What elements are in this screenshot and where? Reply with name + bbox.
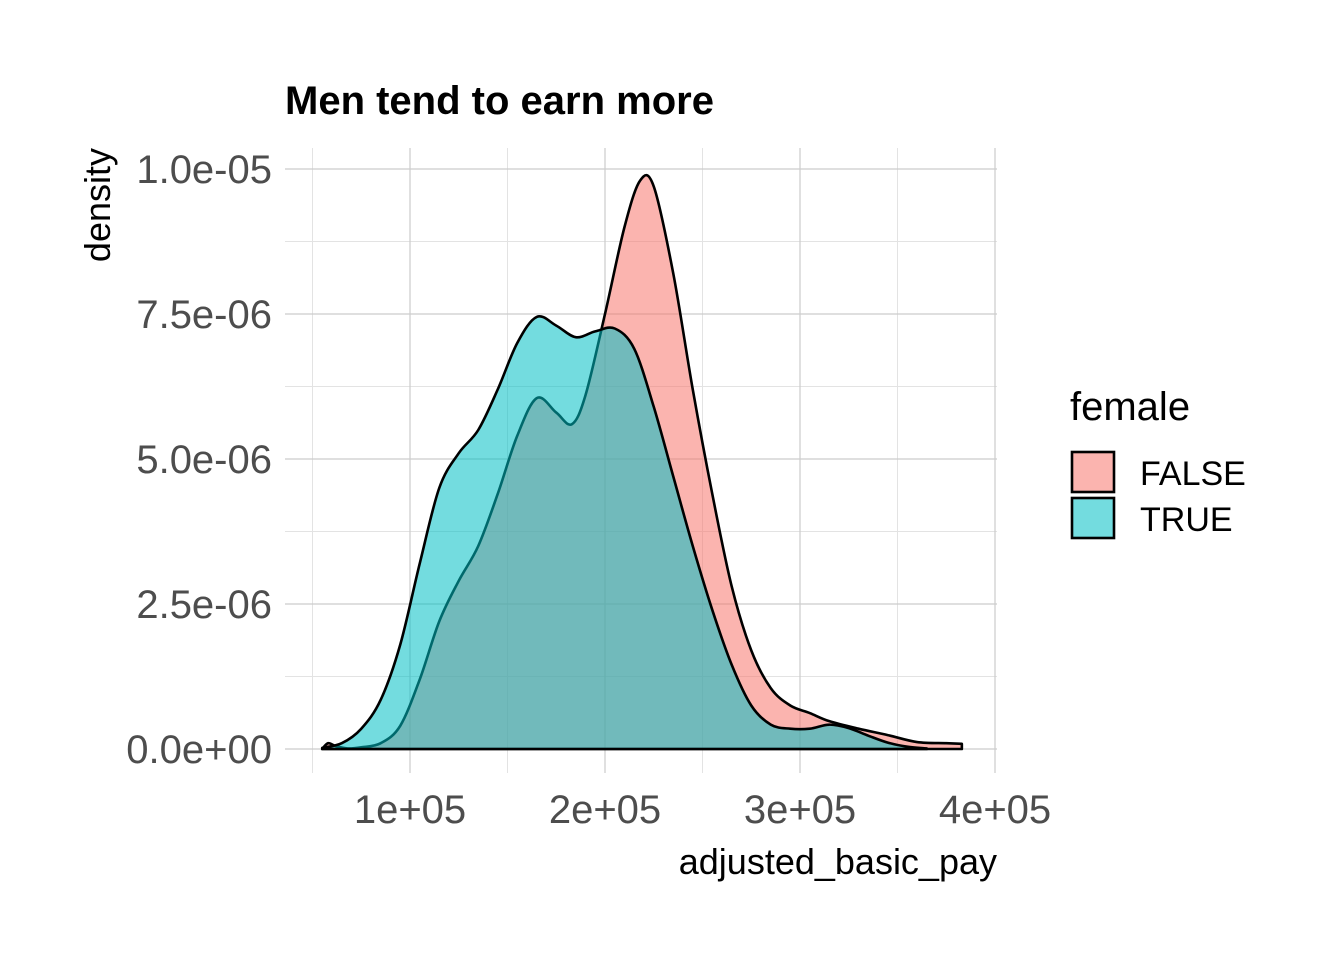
y-tick-label: 5.0e-06: [136, 438, 272, 482]
legend-key-false: [1070, 450, 1116, 494]
x-tick-label: 4e+05: [939, 788, 1051, 832]
y-tick-label: 0.0e+00: [126, 728, 272, 772]
x-tick-label: 3e+05: [744, 788, 856, 832]
y-axis-title: density: [77, 148, 118, 262]
y-tick-label: 2.5e-06: [136, 583, 272, 627]
y-tick-label: 1.0e-05: [136, 148, 272, 192]
y-tick-label: 7.5e-06: [136, 293, 272, 337]
density-areas: [320, 173, 964, 751]
x-axis-ticks: 1e+05 2e+05 3e+05 4e+05: [354, 788, 1051, 832]
legend-label-false: FALSE: [1140, 455, 1246, 493]
x-axis-title: adjusted_basic_pay: [679, 841, 997, 882]
x-tick-label: 1e+05: [354, 788, 466, 832]
density-area-true: [320, 315, 929, 751]
legend: female FALSE TRUE: [1070, 385, 1246, 540]
legend-title: female: [1070, 385, 1190, 429]
legend-label-true: TRUE: [1140, 501, 1233, 539]
x-tick-label: 2e+05: [549, 788, 661, 832]
y-axis-ticks: 0.0e+00 2.5e-06 5.0e-06 7.5e-06 1.0e-05: [126, 148, 272, 772]
chart-title: Men tend to earn more: [285, 79, 714, 123]
legend-key-true: [1070, 496, 1116, 540]
